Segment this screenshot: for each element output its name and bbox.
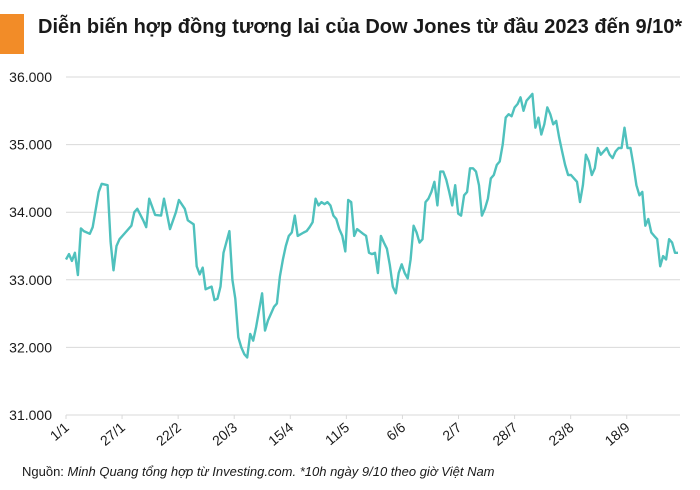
- source-text: Minh Quang tổng hợp từ Investing.com. *1…: [67, 464, 495, 479]
- source-note: Nguồn: Minh Quang tổng hợp từ Investing.…: [22, 464, 495, 479]
- source-label: Nguồn:: [22, 464, 64, 479]
- x-tick-label: 2/7: [439, 419, 464, 444]
- chart-title: Diễn biến hợp đồng tương lai của Dow Jon…: [38, 16, 683, 38]
- y-tick-label: 36.000: [9, 69, 52, 85]
- x-tick-label: 20/3: [209, 419, 240, 449]
- x-axis-labels: 1/1 27/1 22/2 20/3 15/4 11/5 6/6 2/7 28/7 23/8 18/…: [47, 415, 633, 449]
- y-tick-label: 32.000: [9, 339, 52, 355]
- x-tick-label: 23/8: [545, 419, 576, 449]
- y-tick-label: 33.000: [9, 272, 52, 288]
- series-line-dow-jones-futures: [64, 92, 678, 359]
- series-group: [64, 92, 678, 359]
- x-tick-label: 28/7: [489, 419, 520, 449]
- x-tick-label: 22/2: [153, 419, 184, 449]
- x-tick-label: 11/5: [322, 419, 353, 448]
- x-tick-label: 15/4: [265, 419, 296, 449]
- y-tick-label: 34.000: [9, 204, 52, 220]
- y-tick-label: 31.000: [9, 407, 52, 423]
- x-tick-label: 18/9: [601, 419, 632, 449]
- grid-lines: [66, 76, 680, 416]
- y-tick-label: 35.000: [9, 137, 52, 153]
- x-tick-label: 6/6: [383, 419, 408, 444]
- y-axis-labels: 31.000 32.000 33.000 34.000 35.000 36.000: [9, 69, 52, 423]
- title-accent-bar: [0, 14, 24, 54]
- x-tick-label: 27/1: [97, 419, 128, 449]
